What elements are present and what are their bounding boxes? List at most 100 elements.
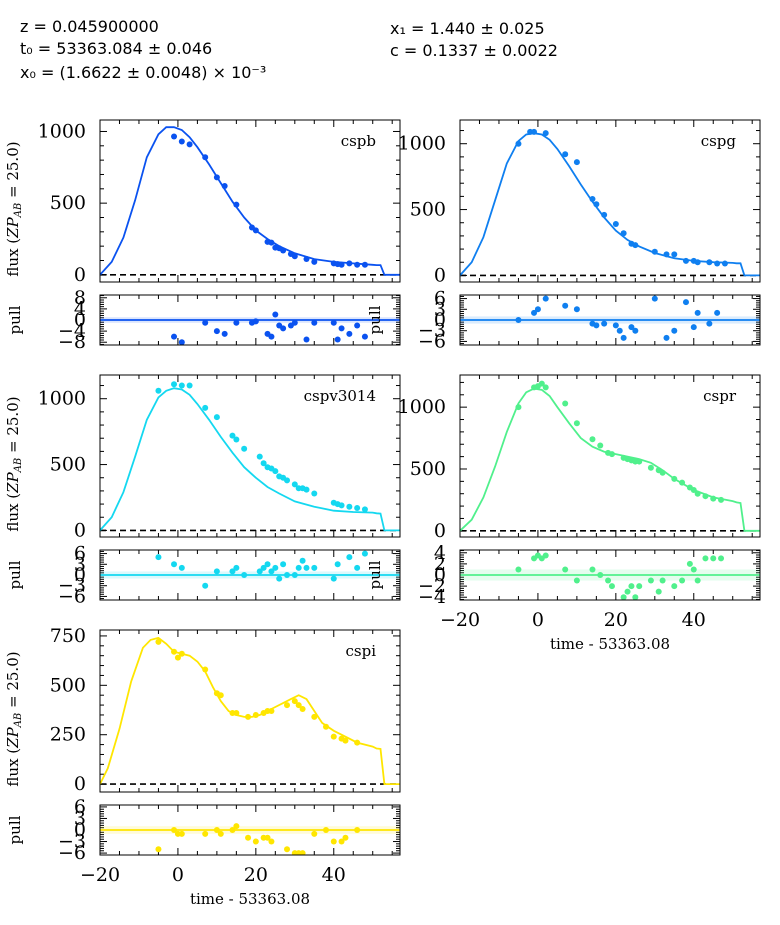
pull-tick-label: 4 [434,542,446,564]
y-tick-label: 0 [434,264,446,286]
pull-point [361,550,368,557]
pull-tick-label: −3 [58,831,86,853]
pull-point [690,566,697,573]
pull-point [280,325,287,332]
data-point [322,723,329,730]
pull-point [562,302,569,309]
pull-point [178,830,185,837]
param-x1: x₁ = 1.440 ± 0.025 [390,19,545,38]
data-point [531,128,538,135]
flux-axes-frame [459,374,761,538]
data-point [710,495,717,502]
flux-data-group [100,126,400,276]
pull-point [233,823,240,830]
data-point [679,479,686,486]
flux-data-group [460,380,760,532]
pull-point [264,561,271,568]
pull-point [233,319,240,326]
pull-tick-label: 6 [74,543,86,565]
param-x0: x₀ = (1.6622 ± 0.0048) × 10⁻³ [20,63,267,82]
data-point [663,251,670,258]
pull-point [229,568,236,575]
data-point [671,475,678,482]
flux-ylabel: flux (ZPAB = 25.0) [4,651,24,786]
data-point [311,713,318,720]
data-point [284,702,291,709]
pull-point [589,566,596,573]
y-tick-label: 0 [74,519,86,541]
pull-point [178,564,185,571]
y-tick-label: 500 [410,458,446,480]
pull-tick-label: 0 [74,819,86,841]
pull-point [272,311,279,318]
data-point [260,460,267,467]
data-point [233,201,240,208]
data-point [178,138,185,145]
pull-point [655,588,662,595]
y-tick-label: 500 [50,192,86,214]
pull-point [354,564,361,571]
pull-point [171,561,178,568]
pull-point [608,583,615,590]
x-tick-label: 40 [682,609,706,631]
data-point [268,708,275,714]
flux-data-group [100,636,400,785]
pull-tick-label: 6 [434,288,446,310]
data-point [632,242,639,249]
pull-point [311,319,318,326]
data-point [186,141,193,148]
pull-tick-label: 3 [74,807,86,829]
y-tick-label: 1000 [38,120,86,142]
y-tick-label: 750 [50,625,86,647]
pull-ylabel: pull [366,560,384,589]
y-tick-label: 250 [50,724,86,746]
pull-point [311,830,318,837]
pull-point [260,564,267,571]
data-point [354,739,361,746]
data-point [272,468,279,475]
data-point [284,477,291,484]
pull-tick-label: −2 [418,575,446,597]
flux-axes-frame [99,629,401,793]
pull-tick-label: 3 [74,553,86,575]
pull-point [268,568,275,575]
data-point [651,248,658,255]
data-point [303,256,310,263]
pull-tick-label: −3 [418,320,446,342]
x-tick-label: 0 [172,864,184,886]
pull-point [542,552,549,559]
data-point [682,257,689,264]
data-point [597,442,604,449]
pull-point [299,557,306,564]
x-tick-label: −20 [440,609,480,631]
data-point [338,502,345,509]
pull-point [542,295,549,302]
data-point [213,174,220,181]
pull-point [334,561,341,568]
x-tick-label: 40 [322,864,346,886]
data-point [361,261,368,268]
data-point [562,151,569,158]
band-label: cspg [701,132,737,150]
pull-point [256,568,263,575]
pull-point [354,827,361,833]
pull-point [682,299,689,306]
pull-ylabel: pull [6,815,24,844]
pull-point [531,309,538,316]
pull-point [291,572,298,578]
pull-point [593,322,600,329]
pull-point [171,333,178,340]
pull-point [202,582,209,589]
pull-point [241,572,248,578]
pull-tick-label: −3 [58,575,86,597]
flux-ylabel: flux (ZPAB = 25.0) [4,396,24,531]
data-point [202,666,209,673]
y-tick-label: 500 [50,674,86,696]
pull-tick-label: −6 [418,330,446,352]
data-point [178,650,185,657]
data-point [311,258,318,265]
pull-point [632,327,639,334]
